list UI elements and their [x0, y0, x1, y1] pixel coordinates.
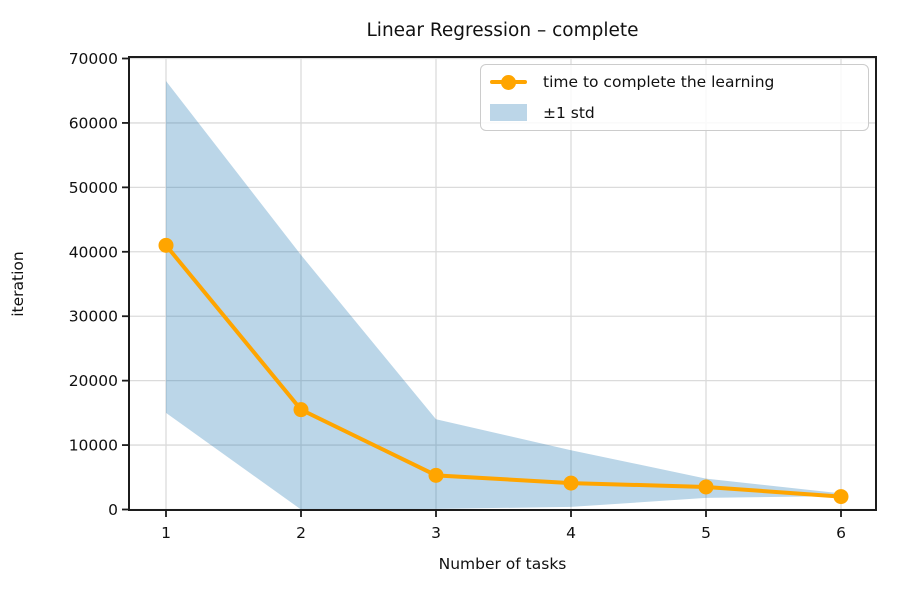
std-band: [166, 81, 841, 510]
x-tick-label: 5: [701, 524, 711, 542]
legend-label-series: time to complete the learning: [543, 73, 775, 92]
legend-patch-icon: [490, 104, 527, 122]
series-line: [164, 243, 843, 499]
y-tick-label: 20000: [69, 372, 118, 390]
y-tick-label: 60000: [69, 114, 118, 132]
plot-border: [128, 56, 877, 511]
x-axis-label: Number of tasks: [438, 555, 567, 573]
chart-title: Linear Regression – complete: [366, 20, 639, 41]
x-tick-label: 2: [296, 524, 306, 542]
y-tick-label: 50000: [69, 179, 118, 197]
y-tick-label: 10000: [69, 437, 118, 455]
legend-item-series: time to complete the learning: [490, 67, 858, 98]
x-tick-label: 1: [161, 524, 171, 542]
y-tick-label: 30000: [69, 308, 118, 326]
y-tick-label: 0: [108, 501, 118, 519]
data-point-marker: [293, 402, 309, 418]
data-point-marker: [428, 467, 444, 483]
legend: time to complete the learning ±1 std: [480, 64, 869, 131]
x-tick-label: 6: [836, 524, 846, 542]
legend-label-band: ±1 std: [543, 103, 595, 122]
data-point-marker: [158, 237, 174, 253]
legend-item-band: ±1 std: [490, 98, 858, 129]
legend-line-marker-icon: [490, 74, 527, 90]
data-point-marker: [698, 479, 714, 495]
y-tick-label: 40000: [69, 243, 118, 261]
y-axis-label: iteration: [9, 251, 27, 317]
data-point-marker: [833, 489, 849, 505]
y-tick-label: 70000: [69, 50, 118, 68]
data-point-marker: [563, 475, 579, 491]
x-tick-label: 4: [566, 524, 576, 542]
x-tick-label: 3: [431, 524, 441, 542]
